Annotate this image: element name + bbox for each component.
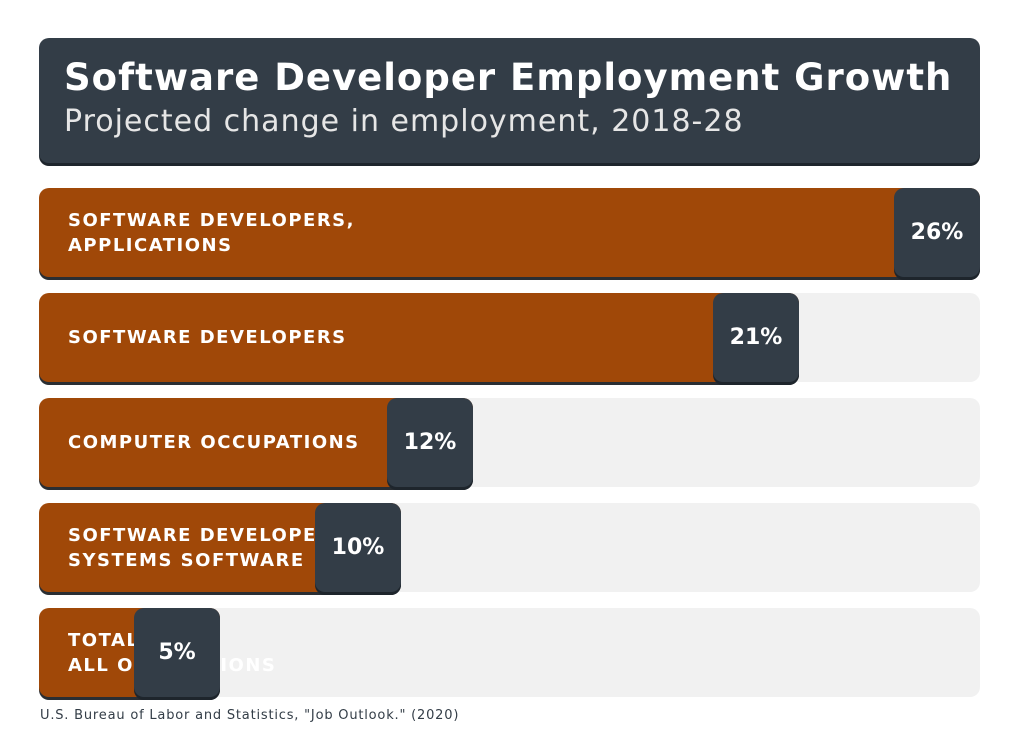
chart-subtitle: Projected change in employment, 2018-28 <box>64 104 744 139</box>
bar-category-label: SOFTWARE DEVELOPERS <box>68 327 347 348</box>
bar-row: SOFTWARE DEVELOPERS, APPLICATIONS 26% <box>39 188 980 277</box>
bar-category-label: COMPUTER OCCUPATIONS <box>68 432 360 453</box>
bar-value-label: 21% <box>713 293 799 382</box>
bar-row: COMPUTER OCCUPATIONS 12% <box>39 398 980 487</box>
bar-row: SOFTWARE DEVELOPERS 21% <box>39 293 980 382</box>
chart-header: Software Developer Employment Growth Pro… <box>39 38 980 163</box>
bar-value-label: 5% <box>134 608 220 697</box>
bar-category-label: SOFTWARE DEVELOPERS, APPLICATIONS <box>68 209 355 256</box>
chart-title: Software Developer Employment Growth <box>64 56 953 99</box>
bar-category-label: SOFTWARE DEVELOPERS, SYSTEMS SOFTWARE <box>68 524 355 571</box>
source-note: U.S. Bureau of Labor and Statistics, "Jo… <box>40 708 460 723</box>
bar-value-label: 10% <box>315 503 401 592</box>
bar-value-label: 26% <box>894 188 980 277</box>
bar-value-label: 12% <box>387 398 473 487</box>
bar-row: SOFTWARE DEVELOPERS, SYSTEMS SOFTWARE 10% <box>39 503 980 592</box>
bar-row: TOTAL, ALL OCCUPATIONS5% <box>39 608 980 697</box>
bar <box>39 188 980 277</box>
bar <box>39 293 799 382</box>
